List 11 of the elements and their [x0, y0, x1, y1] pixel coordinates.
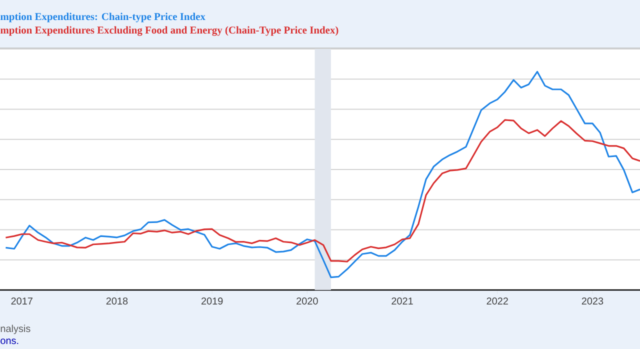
text: nalysis	[0, 324, 30, 334]
x-tick-label: 2021	[392, 298, 413, 305]
x-tick-label: 2020	[296, 298, 318, 305]
x-tick-label: 2022	[486, 298, 508, 305]
text: mption Expenditures: Chain-type Price Index	[0, 12, 206, 22]
x-tick-label: 2023	[582, 298, 604, 305]
text: ons.	[0, 338, 18, 344]
x-tick-label: 2018	[106, 298, 128, 305]
x-tick-label: 2019	[201, 298, 223, 305]
text: mption Expenditures Excluding Food and Energy (Chain-Type Price Index)	[0, 26, 338, 36]
x-tick-label: 2017	[11, 298, 32, 305]
